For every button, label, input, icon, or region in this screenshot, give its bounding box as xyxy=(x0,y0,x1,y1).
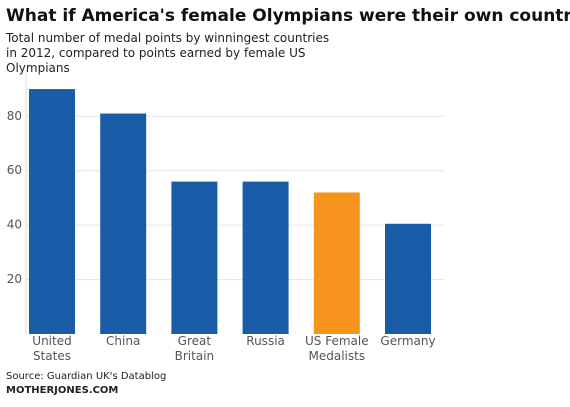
chart-title: What if America's female Olympians were … xyxy=(6,6,570,26)
x-tick-label: China xyxy=(106,334,141,348)
bar xyxy=(313,192,360,334)
bar xyxy=(385,223,431,334)
x-tick-label: Russia xyxy=(246,334,285,348)
chart-subtitle: Total number of medal points by winninge… xyxy=(6,31,330,75)
x-tick-label: Germany xyxy=(380,334,436,348)
bar xyxy=(171,181,218,334)
bar xyxy=(29,89,75,334)
credit: MOTHERJONES.COM xyxy=(6,385,119,396)
x-tick-label: Great Britain xyxy=(174,334,215,363)
y-tick-label: 80 xyxy=(7,109,22,123)
bar xyxy=(100,113,147,335)
x-tick-label: United States xyxy=(32,334,72,363)
source: Source: Guardian UK's Datablog xyxy=(6,371,167,382)
y-tick-label: 40 xyxy=(7,218,22,232)
bar xyxy=(242,181,289,334)
x-tick-label: US Female Medalists xyxy=(304,334,369,363)
y-tick-label: 20 xyxy=(7,272,22,286)
y-tick-label: 60 xyxy=(7,163,22,177)
